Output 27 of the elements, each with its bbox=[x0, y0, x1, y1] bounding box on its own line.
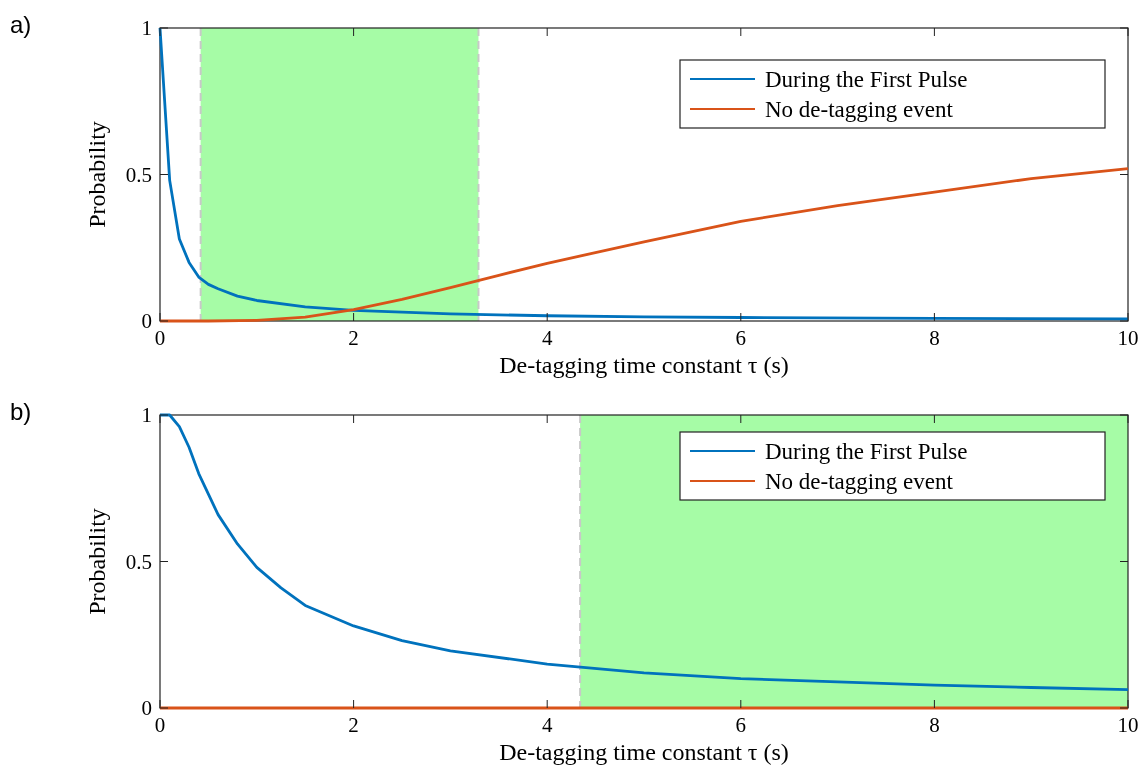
legend-label: No de-tagging event bbox=[765, 469, 954, 494]
x-tick-label: 6 bbox=[735, 326, 747, 350]
x-tick-label: 8 bbox=[929, 713, 940, 737]
line-series bbox=[158, 26, 1130, 321]
y-tick-label: 0.5 bbox=[125, 162, 152, 187]
x-tick-label: 8 bbox=[929, 326, 940, 350]
x-tick-label: 4 bbox=[541, 713, 553, 737]
x-tick-label: 10 bbox=[1117, 326, 1139, 350]
legend-label: During the First Pulse bbox=[765, 439, 968, 464]
legend-label: During the First Pulse bbox=[765, 67, 968, 92]
y-axis-title: Probability bbox=[84, 508, 110, 615]
y-tick-label: 0 bbox=[141, 696, 152, 720]
text: a) bbox=[10, 11, 32, 38]
x-tick-label: 4 bbox=[541, 326, 553, 350]
x-tick-label: 10 bbox=[1117, 713, 1139, 737]
text: b) bbox=[10, 398, 32, 425]
x-axis-title: De-tagging time constant τ (s) bbox=[499, 352, 789, 378]
y-tick-label: 0.5 bbox=[125, 549, 152, 574]
x-tick-label: 6 bbox=[735, 713, 747, 737]
y-tick-label: 0 bbox=[141, 309, 152, 333]
x-tick-label: 2 bbox=[348, 713, 359, 737]
y-axis-title: Probability bbox=[84, 121, 110, 228]
y-tick-label: 1 bbox=[141, 403, 152, 427]
y-tick-label: 1 bbox=[141, 16, 152, 40]
x-axis-title: De-tagging time constant τ (s) bbox=[499, 739, 789, 765]
x-tick-label: 2 bbox=[348, 326, 359, 350]
legend-label: No de-tagging event bbox=[765, 97, 954, 122]
